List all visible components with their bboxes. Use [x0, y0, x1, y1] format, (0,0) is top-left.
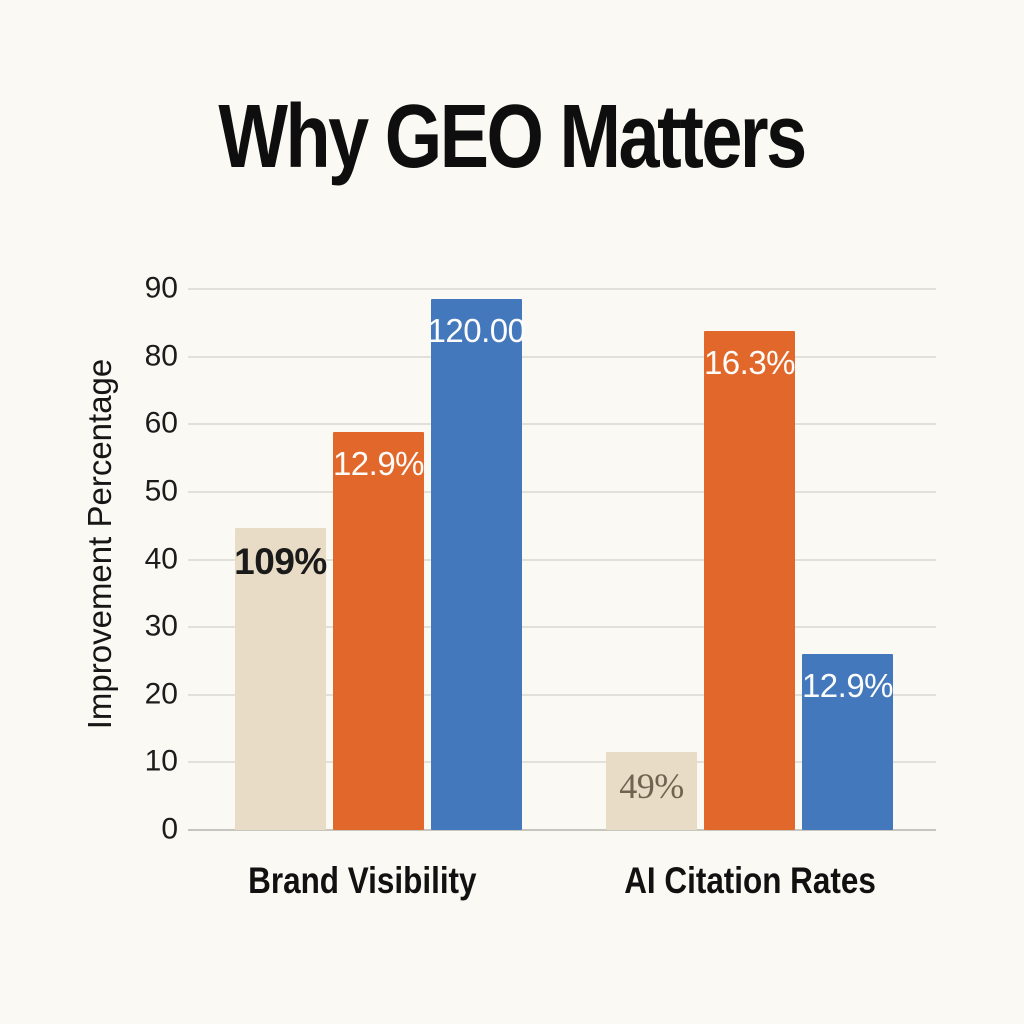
bar-brand-visibility-blue: 120.00 [428, 299, 526, 830]
bar-brand-visibility-orange: 12.9% [333, 432, 425, 830]
chart-title-text: Why GEO Matters [218, 87, 808, 187]
chart-title: Why GEO Matters [0, 86, 1024, 189]
gridline-80 [188, 355, 936, 358]
gridline-50 [188, 490, 936, 493]
gridline-30 [188, 626, 936, 629]
gridline-10 [188, 761, 936, 764]
bar-brand-visibility-beige: 109% [234, 527, 327, 830]
category-label-text: AI Citation Rates [624, 860, 876, 901]
bar-value-label-brand-visibility-orange: 12.9% [332, 445, 425, 483]
gridline-40 [188, 558, 936, 561]
bar-ai-citation-rates-beige: 49% [606, 752, 697, 830]
bar-ai-citation-rates-blue: 12.9% [802, 654, 894, 830]
y-tick-label-10: 10 [144, 744, 178, 778]
y-tick-label-60: 60 [144, 406, 178, 440]
y-tick-label-80: 80 [144, 338, 178, 372]
y-tick-label-30: 30 [144, 609, 178, 643]
bar-value-label-ai-citation-rates-orange: 16.3% [703, 343, 796, 381]
gridline-90 [188, 288, 936, 290]
x-axis-baseline [188, 829, 936, 831]
bar-value-label-brand-visibility-beige: 109% [234, 540, 327, 582]
category-label-ai-citation-rates: AI Citation Rates [580, 860, 920, 902]
category-label-brand-visibility: Brand Visibility [192, 860, 532, 902]
bar-value-label-ai-citation-rates-blue: 12.9% [801, 667, 894, 705]
y-tick-label-50: 50 [144, 474, 178, 508]
bar-ai-citation-rates-orange: 16.3% [704, 330, 796, 830]
gridline-60 [188, 423, 936, 426]
bar-value-label-ai-citation-rates-beige: 49% [619, 766, 684, 807]
gridline-20 [188, 693, 936, 696]
category-label-text: Brand Visibility [247, 860, 477, 901]
y-tick-label-40: 40 [144, 541, 178, 575]
bar-value-label-brand-visibility-blue: 120.00 [427, 312, 526, 350]
y-tick-label-90: 90 [144, 271, 178, 305]
y-tick-label-0: 0 [161, 812, 178, 846]
y-tick-label-20: 20 [144, 677, 178, 711]
